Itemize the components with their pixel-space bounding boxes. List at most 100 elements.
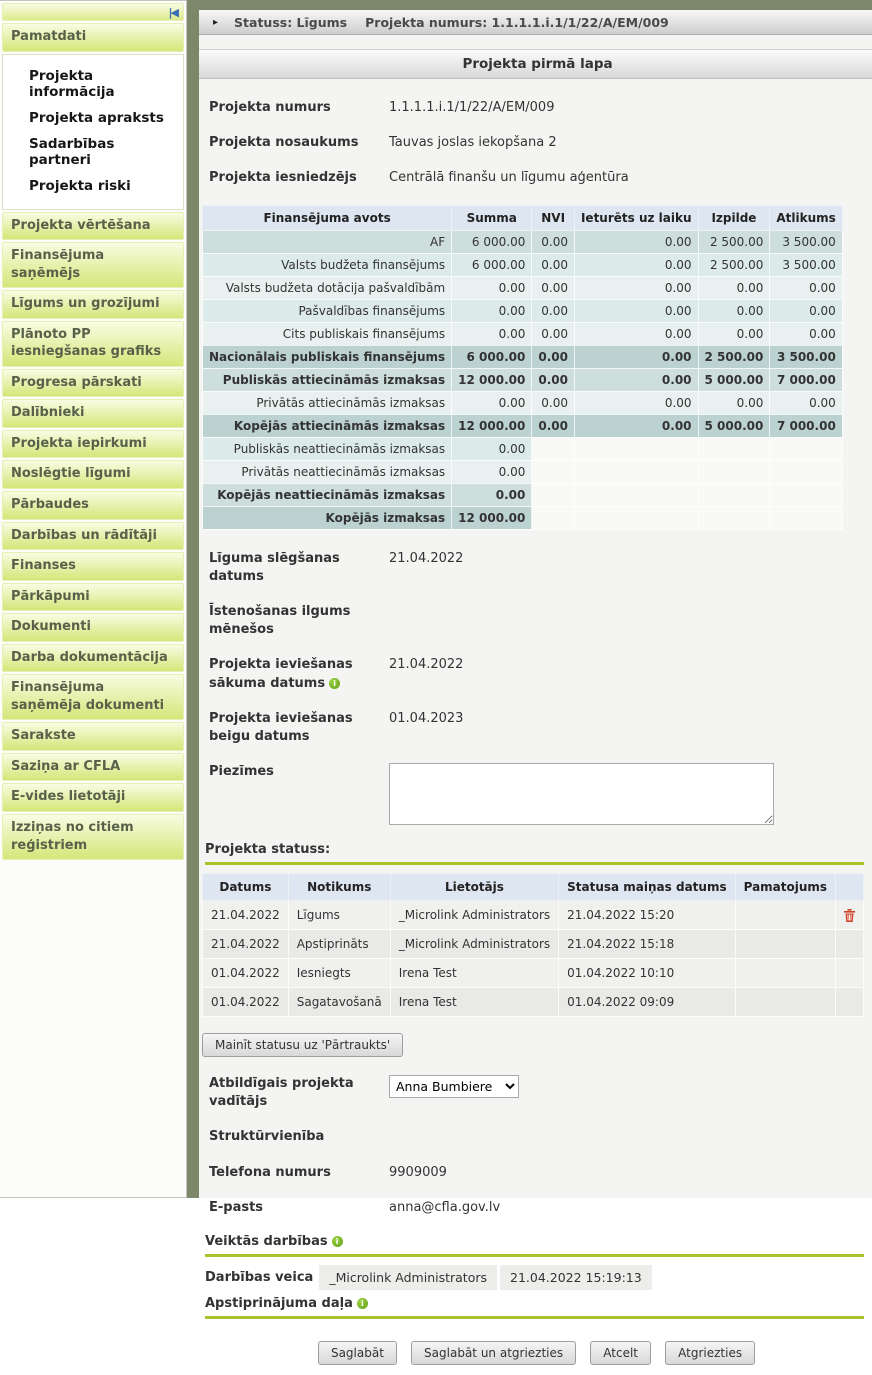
field-label: Projekta numurs: [209, 99, 389, 117]
sidebar-item-dalibnieki[interactable]: Dalībnieki: [2, 399, 184, 428]
cell-pamatojums: [735, 930, 835, 959]
cell-mainas-datums: 21.04.2022 15:18: [559, 930, 735, 959]
cell-ieturets: [574, 460, 698, 483]
field-label: Īstenošanas ilgums mēnešos: [209, 603, 389, 639]
cell-avots: Valsts budžeta dotācija pašvaldībām: [203, 276, 452, 299]
col-header-notikums: Notikums: [288, 874, 390, 901]
field-label: Struktūrvienība: [209, 1128, 389, 1146]
col-header-avots: Finansējuma avots: [203, 205, 452, 230]
cell-ieturets: [574, 506, 698, 529]
sidebar-item-ligums-un-grozijumi[interactable]: Līgums un grozījumi: [2, 290, 184, 319]
col-header-izpilde: Izpilde: [698, 205, 770, 230]
sidebar-item-projekta-vertesana[interactable]: Projekta vērtēšana: [2, 212, 184, 241]
cell-summa: 0.00: [452, 437, 532, 460]
cell-atlikums: 0.00: [770, 391, 842, 414]
sidebar-subitem-projekta-informacija[interactable]: Projekta informācija: [3, 63, 183, 105]
darbibas-veica-user: _Microlink Administrators: [319, 1265, 497, 1290]
sidebar: |◀ Pamatdati Projekta informācija Projek…: [0, 0, 187, 1198]
field-value: 9909009: [389, 1164, 447, 1180]
project-number-text: Projekta numurs: 1.1.1.1.i.1/1/22/A/EM/0…: [365, 15, 669, 30]
cell-nvi: [532, 483, 575, 506]
cell-ieturets: 0.00: [574, 368, 698, 391]
col-header-lietotajs: Lietotājs: [390, 874, 558, 901]
table-row: Pašvaldības finansējums 0.00 0.00 0.00 0…: [203, 299, 843, 322]
info-icon[interactable]: i: [357, 1298, 368, 1309]
cell-lietotajs: Irena Test: [390, 959, 558, 988]
sidebar-item-sazina-ar-cfla[interactable]: Saziņa ar CFLA: [2, 753, 184, 782]
spacer: [199, 35, 872, 49]
return-button[interactable]: Atgriezties: [665, 1341, 755, 1365]
col-header-pamatojums: Pamatojums: [735, 874, 835, 901]
sidebar-item-finansejuma-sanemejs[interactable]: Finansējuma saņēmējs: [2, 242, 184, 288]
field-telefona-numurs: Telefona numurs 9909009: [209, 1164, 864, 1182]
sidebar-item-e-vides-lietotaji[interactable]: E-vides lietotāji: [2, 783, 184, 812]
expand-row-icon[interactable]: ▸: [213, 17, 218, 28]
field-label: E-pasts: [209, 1199, 389, 1217]
cell-avots: AF: [203, 230, 452, 253]
field-value: 01.04.2023: [389, 710, 463, 726]
table-row: Valsts budžeta finansējums 6 000.00 0.00…: [203, 253, 843, 276]
cell-lietotajs: _Microlink Administrators: [390, 901, 558, 930]
info-icon[interactable]: i: [329, 678, 340, 689]
collapse-sidebar-icon[interactable]: |◀: [169, 6, 177, 19]
cell-datums: 01.04.2022: [203, 988, 289, 1017]
sidebar-item-progresa-parskati[interactable]: Progresa pārskati: [2, 369, 184, 398]
sidebar-subitem-projekta-apraksts[interactable]: Projekta apraksts: [3, 105, 183, 131]
sidebar-item-dokumenti[interactable]: Dokumenti: [2, 613, 184, 642]
sidebar-collapse-bar[interactable]: |◀: [2, 3, 184, 21]
save-and-return-button[interactable]: Saglabāt un atgriezties: [411, 1341, 576, 1365]
cell-izpilde: 2 500.00: [698, 230, 770, 253]
cell-avots: Kopējās izmaksas: [203, 506, 452, 529]
sidebar-item-parbaudes[interactable]: Pārbaudes: [2, 491, 184, 520]
sidebar-item-pamatdati[interactable]: Pamatdati: [2, 23, 184, 52]
sidebar-item-noslegtie-ligumi[interactable]: Noslēgtie līgumi: [2, 460, 184, 489]
save-button[interactable]: Saglabāt: [318, 1341, 397, 1365]
sidebar-item-izzinas-no-citiem-registriem[interactable]: Izziņas no citiem reģistriem: [2, 814, 184, 860]
sidebar-item-darbibas-un-raditaji[interactable]: Darbības un rādītāji: [2, 522, 184, 551]
col-header-datums: Datums: [203, 874, 289, 901]
cell-avots: Privātās neattiecināmās izmaksas: [203, 460, 452, 483]
delete-icon[interactable]: [844, 909, 855, 922]
col-header-mainas-datums: Statusa maiņas datums: [559, 874, 735, 901]
sidebar-subitem-sadarbibas-partneri[interactable]: Sadarbības partneri: [3, 131, 183, 173]
sidebar-submenu-pamatdati: Projekta informācija Projekta apraksts S…: [2, 54, 184, 210]
info-icon[interactable]: i: [332, 1236, 343, 1247]
cell-izpilde: 0.00: [698, 276, 770, 299]
sidebar-item-finanses[interactable]: Finanses: [2, 552, 184, 581]
divider: [205, 1254, 864, 1257]
status-table: Datums Notikums Lietotājs Statusa maiņas…: [202, 873, 864, 1017]
cell-izpilde: 0.00: [698, 391, 770, 414]
piezimes-textarea[interactable]: [389, 763, 774, 825]
cell-mainas-datums: 21.04.2022 15:20: [559, 901, 735, 930]
cell-ieturets: [574, 437, 698, 460]
cell-ieturets: 0.00: [574, 230, 698, 253]
field-projekta-nosaukums: Projekta nosaukums Tauvas joslas iekopša…: [209, 134, 864, 152]
sidebar-item-planoto-pp-grafiks[interactable]: Plānoto PP iesniegšanas grafiks: [2, 321, 184, 367]
cell-nvi: 0.00: [532, 391, 575, 414]
darbibas-veica-timestamp: 21.04.2022 15:19:13: [500, 1265, 652, 1290]
field-label: Telefona numurs: [209, 1164, 389, 1182]
cell-ieturets: 0.00: [574, 253, 698, 276]
sidebar-item-fs-dokumenti[interactable]: Finansējuma saņēmēja dokumenti: [2, 674, 184, 720]
divider: [205, 862, 864, 865]
main-panel: ▸ Statuss: Līgums Projekta numurs: 1.1.1…: [199, 10, 872, 1198]
cell-atlikums: 3 500.00: [770, 230, 842, 253]
sidebar-subitem-projekta-riski[interactable]: Projekta riski: [3, 173, 183, 199]
cancel-button[interactable]: Atcelt: [590, 1341, 651, 1365]
cell-avots: Kopējās attiecināmās izmaksas: [203, 414, 452, 437]
table-row: Publiskās neattiecināmās izmaksas 0.00: [203, 437, 843, 460]
change-status-button[interactable]: Mainīt statusu uz 'Pārtraukts': [202, 1033, 403, 1057]
sidebar-item-darba-dokumentacija[interactable]: Darba dokumentācija: [2, 644, 184, 673]
cell-avots: Kopējās neattiecināmās izmaksas: [203, 483, 452, 506]
sidebar-item-projekta-iepirkumi[interactable]: Projekta iepirkumi: [2, 430, 184, 459]
sidebar-item-sarakste[interactable]: Sarakste: [2, 722, 184, 751]
finance-table: Finansējuma avots Summa NVI Ieturēts uz …: [202, 205, 843, 530]
project-manager-select[interactable]: Anna Bumbiere: [389, 1075, 519, 1098]
cell-atlikums: 0.00: [770, 322, 842, 345]
cell-notikums: Apstiprināts: [288, 930, 390, 959]
table-row: 21.04.2022 Apstiprināts _Microlink Admin…: [203, 930, 864, 959]
cell-nvi: 0.00: [532, 368, 575, 391]
sidebar-item-parkapumi[interactable]: Pārkāpumi: [2, 583, 184, 612]
